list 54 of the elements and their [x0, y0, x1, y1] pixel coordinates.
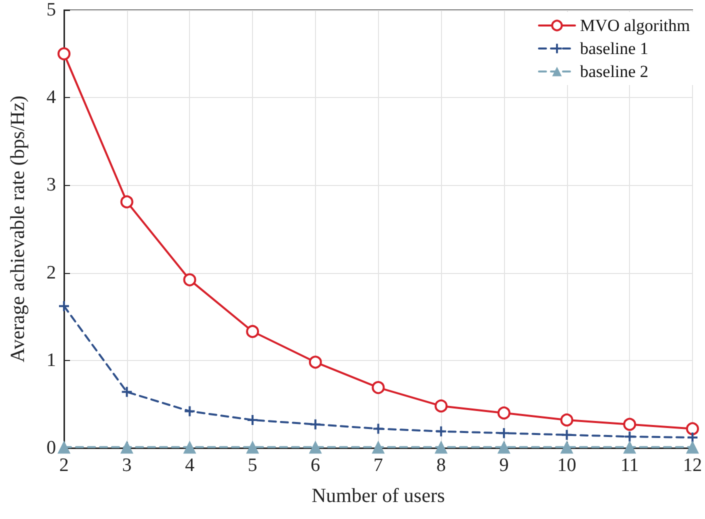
- y-tick-label: 3: [46, 174, 56, 196]
- point: [120, 195, 134, 208]
- x-tick-label: 6: [310, 455, 320, 476]
- y-axis-title: Average achievable rate (bps/Hz): [7, 96, 29, 362]
- x-tick-label: 10: [557, 455, 576, 476]
- point: [246, 324, 260, 338]
- x-tick-label: 8: [436, 455, 446, 476]
- legend-label: MVO algorithm: [580, 16, 690, 35]
- point: [624, 432, 635, 442]
- point: [686, 422, 699, 436]
- y-tick-label: 1: [46, 350, 56, 371]
- x-tick-label: 9: [499, 455, 509, 476]
- point: [372, 440, 385, 454]
- point: [246, 440, 260, 454]
- point: [120, 440, 134, 454]
- x-tick-label: 4: [184, 455, 195, 476]
- y-tick-label: 4: [46, 87, 56, 108]
- point: [560, 413, 574, 426]
- legend-label: baseline 2: [580, 62, 648, 81]
- point: [58, 440, 70, 454]
- point: [372, 381, 385, 394]
- point: [310, 419, 320, 430]
- point: [434, 399, 448, 412]
- point: [623, 418, 636, 431]
- x-tick-label: 5: [248, 455, 258, 476]
- point: [183, 273, 196, 286]
- point: [184, 406, 195, 416]
- point: [562, 430, 572, 440]
- point: [497, 440, 510, 454]
- y-tick-label: 2: [46, 262, 56, 284]
- point: [122, 386, 132, 397]
- point: [248, 414, 258, 425]
- y-tick-label: 0: [46, 438, 56, 458]
- x-tick-label: 12: [683, 455, 702, 476]
- x-tick-label: 3: [122, 455, 132, 476]
- legend-label: baseline 1: [580, 39, 648, 58]
- point: [183, 440, 196, 454]
- point: [58, 47, 70, 60]
- point: [623, 440, 636, 454]
- point: [686, 440, 699, 454]
- point: [434, 440, 448, 454]
- y-tick-label: 5: [46, 0, 56, 20]
- point: [688, 432, 698, 442]
- x-tick-label: 7: [374, 455, 383, 476]
- point: [560, 440, 574, 454]
- point: [308, 440, 322, 454]
- point: [497, 406, 510, 420]
- x-tick-label: 11: [620, 455, 639, 476]
- point: [308, 356, 322, 369]
- x-axis-title: Number of users: [312, 485, 446, 507]
- point: [373, 424, 384, 434]
- point: [498, 428, 509, 438]
- point: [436, 426, 446, 436]
- point: [59, 301, 69, 312]
